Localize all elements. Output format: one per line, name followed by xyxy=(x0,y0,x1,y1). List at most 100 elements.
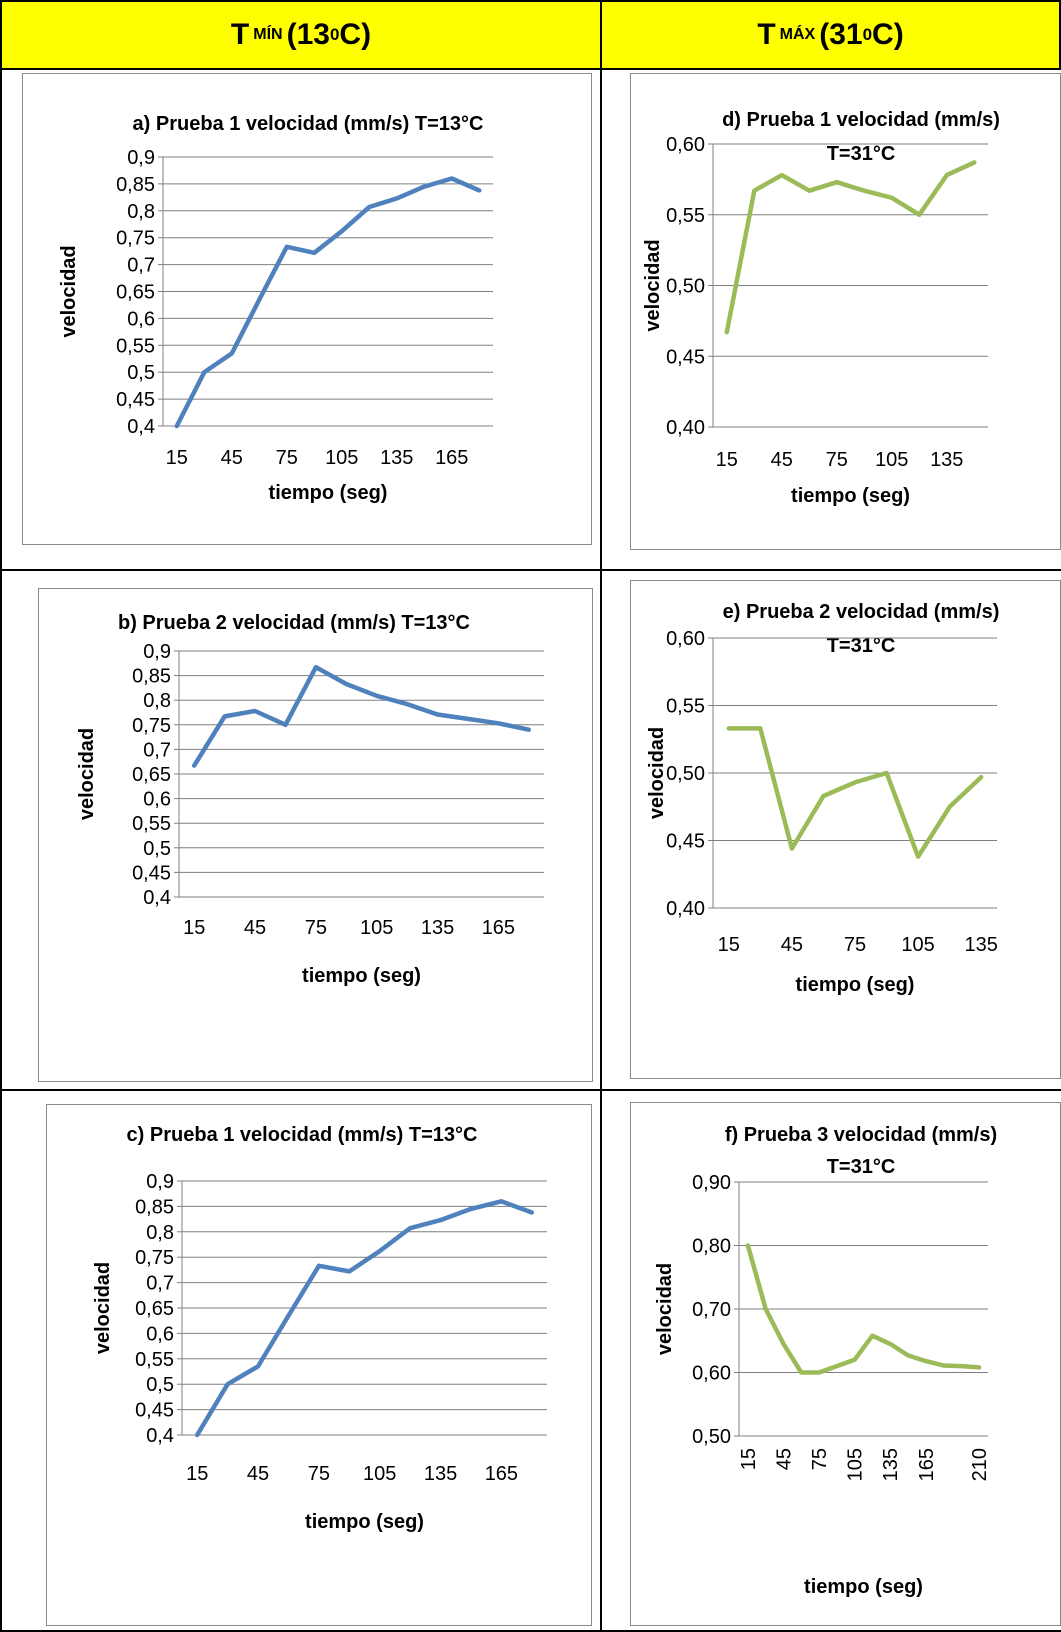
x-tick-label: 45 xyxy=(781,934,803,956)
x-tick-label: 165 xyxy=(485,1463,518,1485)
x-tick-label: 135 xyxy=(930,449,963,471)
y-tick-label: 0,55 xyxy=(666,696,705,718)
x-tick-label: 165 xyxy=(916,1448,938,1481)
chart-a: a) Prueba 1 velocidad (mm/s) T=13°C 0,4 0,… xyxy=(58,113,493,504)
x-tick-label: 210 xyxy=(969,1448,991,1481)
header-tmax-unit: C) xyxy=(872,18,904,51)
series-line xyxy=(174,176,482,429)
y-tick-label: 0,50 xyxy=(666,763,705,785)
x-tick-label: 75 xyxy=(826,449,848,471)
chart-e: e) Prueba 2 velocidad (mm/s) T=31°C 0,40 0,… xyxy=(646,601,1000,996)
series-line xyxy=(724,160,977,335)
x-axis-label: tiempo (seg) xyxy=(791,485,910,507)
y-tick-label: 0,90 xyxy=(692,1172,731,1194)
y-tick-label: 0,55 xyxy=(135,1349,174,1371)
chart-frame-a: a) Prueba 1 velocidad (mm/s) T=13°C 0,4 0,… xyxy=(22,73,592,545)
chart-frame-b: b) Prueba 2 velocidad (mm/s) T=13°C 0,4 0,… xyxy=(38,588,593,1082)
x-tick-label: 165 xyxy=(482,917,515,939)
x-tick-label: 45 xyxy=(244,917,266,939)
y-tick-label: 0,80 xyxy=(692,1236,731,1258)
y-tick-label: 0,45 xyxy=(666,831,705,853)
y-tick-label: 0,40 xyxy=(666,898,705,920)
y-tick-label: 0,6 xyxy=(127,308,155,330)
series-line xyxy=(194,1199,535,1438)
x-tick-label: 135 xyxy=(421,917,454,939)
chart-title: e) Prueba 2 velocidad (mm/s) xyxy=(723,601,1000,623)
y-tick-label: 0,85 xyxy=(135,1196,174,1218)
header-tmin-sup: 0 xyxy=(329,25,340,44)
y-tick-label: 0,60 xyxy=(692,1363,731,1385)
y-tick-label: 0,40 xyxy=(666,417,705,439)
x-axis-label: tiempo (seg) xyxy=(305,1511,424,1533)
header-tmin: T MÍN (13 0 C) xyxy=(0,0,602,70)
y-tick-label: 0,8 xyxy=(146,1222,174,1244)
header-tmin-value: (13 xyxy=(286,18,330,51)
x-tick-label: 45 xyxy=(773,1448,795,1470)
y-axis-label: velocidad xyxy=(76,728,98,820)
x-axis-label: tiempo (seg) xyxy=(269,482,388,504)
y-tick-label: 0,65 xyxy=(116,282,155,304)
header-tmax: T MÁX (31 0 C) xyxy=(600,0,1061,70)
y-tick-label: 0,4 xyxy=(127,416,155,438)
y-tick-label: 0,6 xyxy=(146,1323,174,1345)
x-tick-label: 45 xyxy=(221,447,243,469)
y-tick-label: 0,4 xyxy=(143,887,171,909)
chart-frame-f: f) Prueba 3 velocidad (mm/s) T=31°C 0,50 0,… xyxy=(630,1102,1061,1626)
y-tick-label: 0,8 xyxy=(127,201,155,223)
series-line xyxy=(726,726,984,859)
chart-title: f) Prueba 3 velocidad (mm/s) xyxy=(725,1124,997,1146)
y-tick-label: 0,4 xyxy=(146,1425,174,1447)
header-tmin-unit: C) xyxy=(339,18,372,51)
header-tmin-main: T xyxy=(230,18,250,51)
x-tick-label: 15 xyxy=(716,449,738,471)
chart-title: d) Prueba 1 velocidad (mm/s) xyxy=(722,109,1000,131)
y-tick-label: 0,70 xyxy=(692,1299,731,1321)
x-tick-label: 15 xyxy=(738,1448,760,1470)
y-tick-label: 0,55 xyxy=(132,813,171,835)
x-tick-label: 105 xyxy=(325,447,358,469)
x-axis-label: tiempo (seg) xyxy=(796,974,915,996)
chart-frame-c: c) Prueba 1 velocidad (mm/s) T=13°C 0,4 0,… xyxy=(46,1104,592,1626)
x-tick-label: 105 xyxy=(360,917,393,939)
x-axis-label: tiempo (seg) xyxy=(302,965,421,987)
y-tick-label: 0,7 xyxy=(143,739,171,761)
series-line xyxy=(191,664,532,768)
y-tick-label: 0,65 xyxy=(132,764,171,786)
chart-title: a) Prueba 1 velocidad (mm/s) T=13°C xyxy=(133,113,484,135)
x-tick-label: 15 xyxy=(718,934,740,956)
x-tick-label: 135 xyxy=(965,934,998,956)
x-tick-label: 75 xyxy=(809,1448,831,1470)
y-tick-label: 0,8 xyxy=(143,690,171,712)
x-tick-label: 165 xyxy=(435,447,468,469)
y-tick-label: 0,50 xyxy=(692,1426,731,1448)
y-tick-label: 0,60 xyxy=(666,628,705,650)
chart-title: c) Prueba 1 velocidad (mm/s) T=13°C xyxy=(127,1124,478,1146)
header-tmax-sup: 0 xyxy=(862,25,873,44)
y-tick-label: 0,7 xyxy=(146,1273,174,1295)
chart-title: T=31°C xyxy=(827,635,896,657)
y-tick-label: 0,45 xyxy=(132,862,171,884)
x-tick-label: 45 xyxy=(771,449,793,471)
y-tick-label: 0,5 xyxy=(127,362,155,384)
x-tick-label: 105 xyxy=(875,449,908,471)
y-tick-label: 0,75 xyxy=(135,1247,174,1269)
chart-title: b) Prueba 2 velocidad (mm/s) T=13°C xyxy=(118,612,470,634)
y-tick-label: 0,45 xyxy=(666,346,705,368)
x-tick-label: 15 xyxy=(166,447,188,469)
y-tick-label: 0,5 xyxy=(143,838,171,860)
y-tick-label: 0,55 xyxy=(666,205,705,227)
x-tick-label: 75 xyxy=(844,934,866,956)
x-tick-label: 135 xyxy=(380,447,413,469)
series-line xyxy=(745,1243,982,1375)
y-axis-label: velocidad xyxy=(58,245,80,337)
y-tick-label: 0,75 xyxy=(116,228,155,250)
y-axis-label: velocidad xyxy=(92,1262,114,1354)
x-tick-label: 45 xyxy=(247,1463,269,1485)
chart-frame-d: d) Prueba 1 velocidad (mm/s) T=31°C 0,40 0,… xyxy=(630,73,1061,550)
chart-f: f) Prueba 3 velocidad (mm/s) T=31°C 0,50 0,… xyxy=(654,1124,997,1598)
chart-d: d) Prueba 1 velocidad (mm/s) T=31°C 0,40 0,… xyxy=(642,109,1000,507)
y-tick-label: 0,50 xyxy=(666,276,705,298)
y-tick-label: 0,7 xyxy=(127,255,155,277)
y-tick-label: 0,45 xyxy=(135,1400,174,1422)
